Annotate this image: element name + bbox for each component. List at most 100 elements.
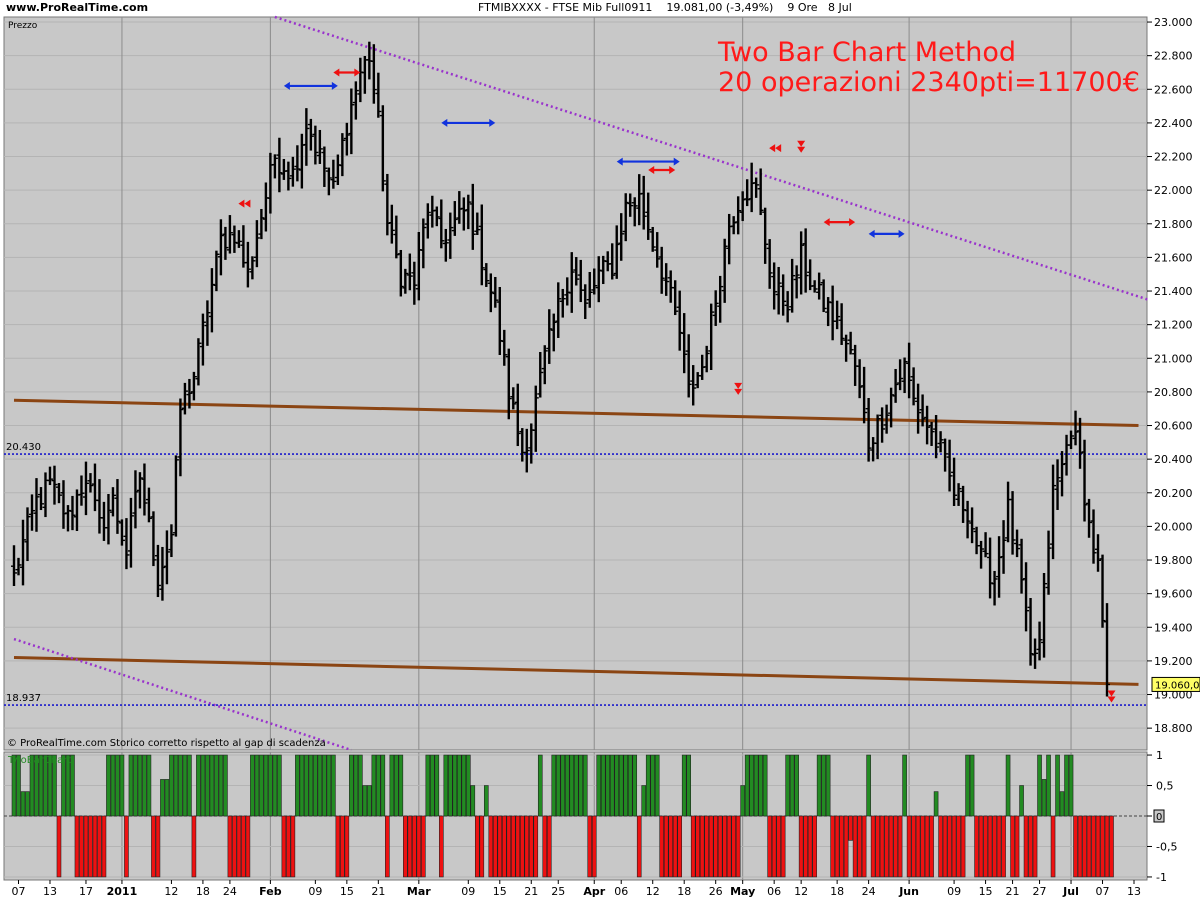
ohlc-bar [955,483,962,506]
bear-bar [735,815,741,878]
indicator-tick-label: -1 [1156,871,1167,884]
bear-bar [726,815,732,878]
ohlc-bar [406,253,413,291]
ohlc-bar [631,197,638,227]
bear-bar [1010,815,1015,878]
bear-bar [956,815,961,878]
bull-bar [605,754,611,817]
bull-bar [182,754,188,817]
bull-bar [196,754,201,817]
ohlc-bar [1086,498,1093,538]
x-tick-label: 09 [308,885,322,898]
bear-bar [286,815,291,878]
ohlc-bar [816,272,823,300]
arrow-head [1107,696,1116,703]
bear-bar [861,815,867,878]
bull-bar [623,754,629,817]
bear-bar [731,815,736,878]
ohlc-bar [321,146,328,187]
bear-bar [951,815,957,878]
ohlc-bar [658,246,665,294]
bear-bar [798,815,804,878]
signal-marker [868,229,905,238]
bull-bar [965,754,970,817]
ohlc-bar [46,466,53,486]
bull-bar [821,754,826,817]
ohlc-bar [168,524,175,558]
ohlc-bar [550,313,557,352]
arrow-head [283,81,290,90]
ohlc-bar [339,133,346,177]
ohlc-bar [1045,530,1052,595]
annotation-title: Two Bar Chart Method [718,37,1017,68]
price-tick-label: 20.800 [1154,386,1193,399]
bear-bar [996,815,1002,878]
bull-bar [452,754,458,817]
ohlc-bar [213,250,220,292]
bear-bar [290,815,296,878]
x-tick-label: 06 [614,885,628,898]
signal-marker [616,157,680,166]
arrow-head [849,218,856,227]
x-tick-label: Jul [1062,885,1079,898]
ohlc-bar [784,291,791,323]
price-tick-label: 22.800 [1154,50,1193,63]
bear-bar [987,815,993,878]
bull-bar [816,754,822,817]
bear-bar [843,815,849,878]
signal-marker [238,199,251,208]
bull-bar [358,754,363,817]
bull-bar [160,779,165,817]
bull-bar [1059,791,1065,817]
ohlc-bar [888,387,895,428]
bear-bar [1023,815,1029,878]
bull-bar [380,754,386,817]
bull-bar [169,754,174,817]
ohlc-bar [325,167,332,196]
ohlc-bar [150,511,157,567]
ohlc-bar [55,483,62,504]
ohlc-bar [555,282,562,338]
bear-bar [542,815,548,878]
bear-bar [1100,815,1105,878]
bear-bar [807,815,813,878]
ohlc-bar [951,457,958,507]
bull-bar [641,785,647,817]
bear-bar [812,815,817,878]
ohlc-bar [190,371,197,401]
bull-bar [322,754,327,817]
bull-bar [304,754,309,817]
ohlc-bar [433,206,440,227]
price-tick-label: 22.200 [1154,151,1193,164]
arrow-head [734,388,743,395]
ohlc-bar [1023,562,1030,632]
ohlc-bar [879,407,886,443]
ohlc-bar [1099,554,1106,628]
site-name: www.ProRealTime.com [6,1,149,14]
bull-bar [250,754,255,817]
ohlc-bar [568,252,575,313]
x-tick-label: May [730,885,755,898]
bull-bar [25,791,30,817]
ohlc-bar [906,342,913,399]
bear-bar [524,815,530,878]
price-tick-label: 20.600 [1154,420,1193,433]
price-tick-label: 20.000 [1154,520,1193,533]
ohlc-bar [271,154,278,179]
bull-bar [110,754,116,817]
bull-bar [618,754,624,817]
ohlc-bar [505,348,512,420]
bear-bar [340,815,345,878]
ohlc-bar [856,359,863,399]
bull-bar [578,754,584,817]
bear-bar [672,815,678,878]
ohlc-bar [622,193,629,242]
ohlc-bar [645,192,652,240]
bull-bar [443,754,449,817]
bear-bar [942,815,948,878]
ohlc-bar [969,507,976,544]
arrow-head [775,144,782,153]
ohlc-bar [771,262,778,310]
bull-bar [376,754,381,817]
